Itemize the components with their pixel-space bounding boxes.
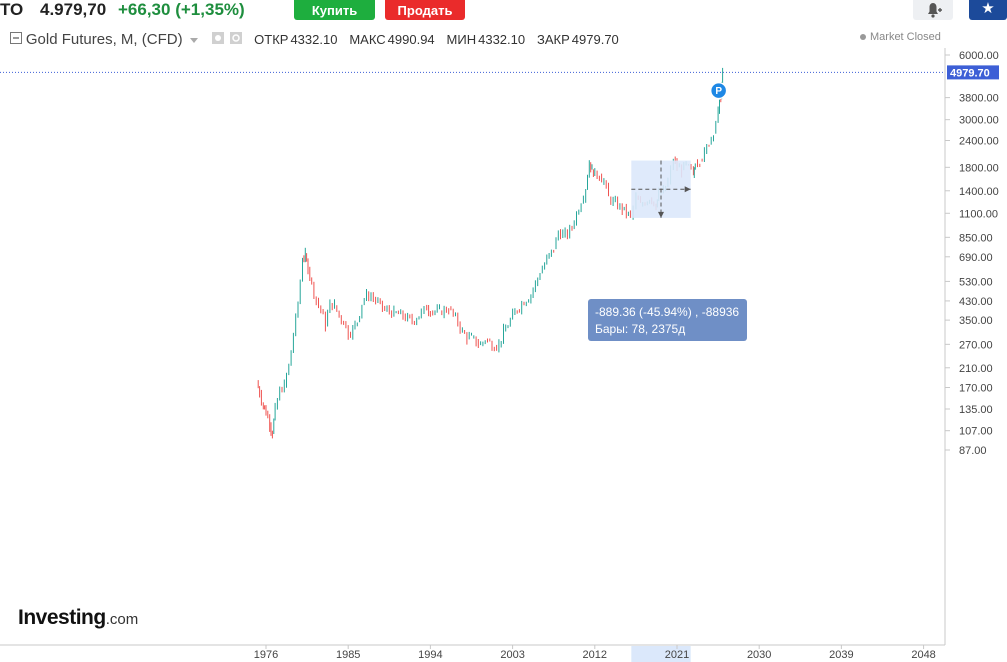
x-tick-label: 2021 xyxy=(665,649,689,661)
current-price: 4.979,70 xyxy=(40,0,107,19)
y-tick-label: 270.00 xyxy=(959,339,993,351)
svg-text:P: P xyxy=(715,86,722,97)
y-tick-label: 430.00 xyxy=(959,296,993,308)
x-tick-label: 2048 xyxy=(911,649,935,661)
last-price-label: 4979.70 xyxy=(950,67,990,79)
price-change-pct: (+1,35%) xyxy=(175,0,245,19)
market-status-label: Market Closed xyxy=(870,31,941,43)
y-axis[interactable]: 6000.00 3800.00 3000.00 2400.00 1800.00 1400.… xyxy=(945,50,999,457)
market-status: Market Closed xyxy=(860,31,941,43)
x-tick-label: 2012 xyxy=(583,649,607,661)
close-label: ЗАКР xyxy=(537,31,570,47)
y-tick-label: 3000.00 xyxy=(959,115,999,127)
x-tick-label: 1985 xyxy=(336,649,360,661)
low-value: 4332.10 xyxy=(478,31,526,47)
sell-button[interactable]: Продать xyxy=(385,0,465,20)
y-tick-label: 135.00 xyxy=(959,404,993,416)
brand-name: Investing xyxy=(18,606,106,629)
brand-logo: Investing.com xyxy=(18,606,138,630)
price-change-abs: +66,30 xyxy=(118,0,171,19)
p-marker-icon[interactable]: P xyxy=(709,81,728,100)
y-tick-label: 1800.00 xyxy=(959,162,999,174)
star-icon[interactable]: ★ xyxy=(969,0,1007,20)
y-tick-label: 350.00 xyxy=(959,315,993,327)
x-tick-label: 1994 xyxy=(418,649,442,661)
close-value: 4979.70 xyxy=(571,31,619,47)
open-label: ОТКР xyxy=(254,31,289,47)
brand-suffix: .com xyxy=(105,611,139,628)
bell-plus-icon[interactable] xyxy=(913,0,953,20)
x-tick-label: 2039 xyxy=(829,649,853,661)
y-tick-label: 107.00 xyxy=(959,426,993,438)
high-label: МАКС xyxy=(349,31,386,47)
y-tick-label: 1100.00 xyxy=(959,208,998,220)
y-tick-label: 210.00 xyxy=(959,363,993,375)
chevron-down-icon[interactable] xyxy=(190,31,199,47)
chart-legend: Gold Futures, M, (CFD) ОТКР 4332.10 МАКС 4… xyxy=(10,30,619,50)
y-tick-label: 3800.00 xyxy=(959,93,999,105)
measure-tooltip-line2: Бары: 78, 2375д xyxy=(595,322,685,336)
x-tick-label: 1976 xyxy=(254,649,278,661)
buy-button[interactable]: Купить xyxy=(294,0,375,20)
y-tick-label: 850.00 xyxy=(959,232,993,244)
price-change: +66,30 (+1,35%) xyxy=(118,0,245,20)
x-tick-label: 2030 xyxy=(747,649,771,661)
x-axis-range-highlight xyxy=(631,646,691,662)
y-tick-label: 530.00 xyxy=(959,276,993,288)
y-tick-label: 2400.00 xyxy=(959,135,999,147)
y-tick-label: 1400.00 xyxy=(959,186,999,198)
ticker-symbol: ТО xyxy=(0,0,24,19)
last-price-tag: 4979.70 xyxy=(947,65,999,80)
eye-icon[interactable] xyxy=(212,31,225,47)
gear-icon[interactable] xyxy=(230,31,243,47)
measure-tooltip-line1: -889.36 (-45.94%) , -88936 xyxy=(595,305,739,319)
measure-tooltip: -889.36 (-45.94%) , -88936 Бары: 78, 237… xyxy=(588,299,747,341)
y-tick-label: 6000.00 xyxy=(959,50,999,62)
minus-square-icon[interactable] xyxy=(10,31,22,47)
top-bar: ТО 4.979,70 +66,30 (+1,35%) Купить Прода… xyxy=(0,0,1007,26)
instrument-title: Gold Futures, M, (CFD) xyxy=(25,30,183,48)
y-tick-label: 170.00 xyxy=(959,382,993,394)
measure-vertical-arrowhead xyxy=(658,211,665,218)
x-tick-label: 2003 xyxy=(500,649,524,661)
y-tick-label: 87.00 xyxy=(959,445,987,457)
y-tick-label: 690.00 xyxy=(959,252,993,264)
status-dot xyxy=(860,34,866,41)
open-value: 4332.10 xyxy=(290,31,338,47)
candlestick-series xyxy=(257,67,724,439)
measure-horizontal-arrowhead xyxy=(684,186,691,193)
high-value: 4990.94 xyxy=(387,31,435,47)
x-axis[interactable]: 1976 1985 1994 2003 2012 2021 2030 2039 2048 xyxy=(254,645,936,661)
low-label: МИН xyxy=(446,31,477,47)
